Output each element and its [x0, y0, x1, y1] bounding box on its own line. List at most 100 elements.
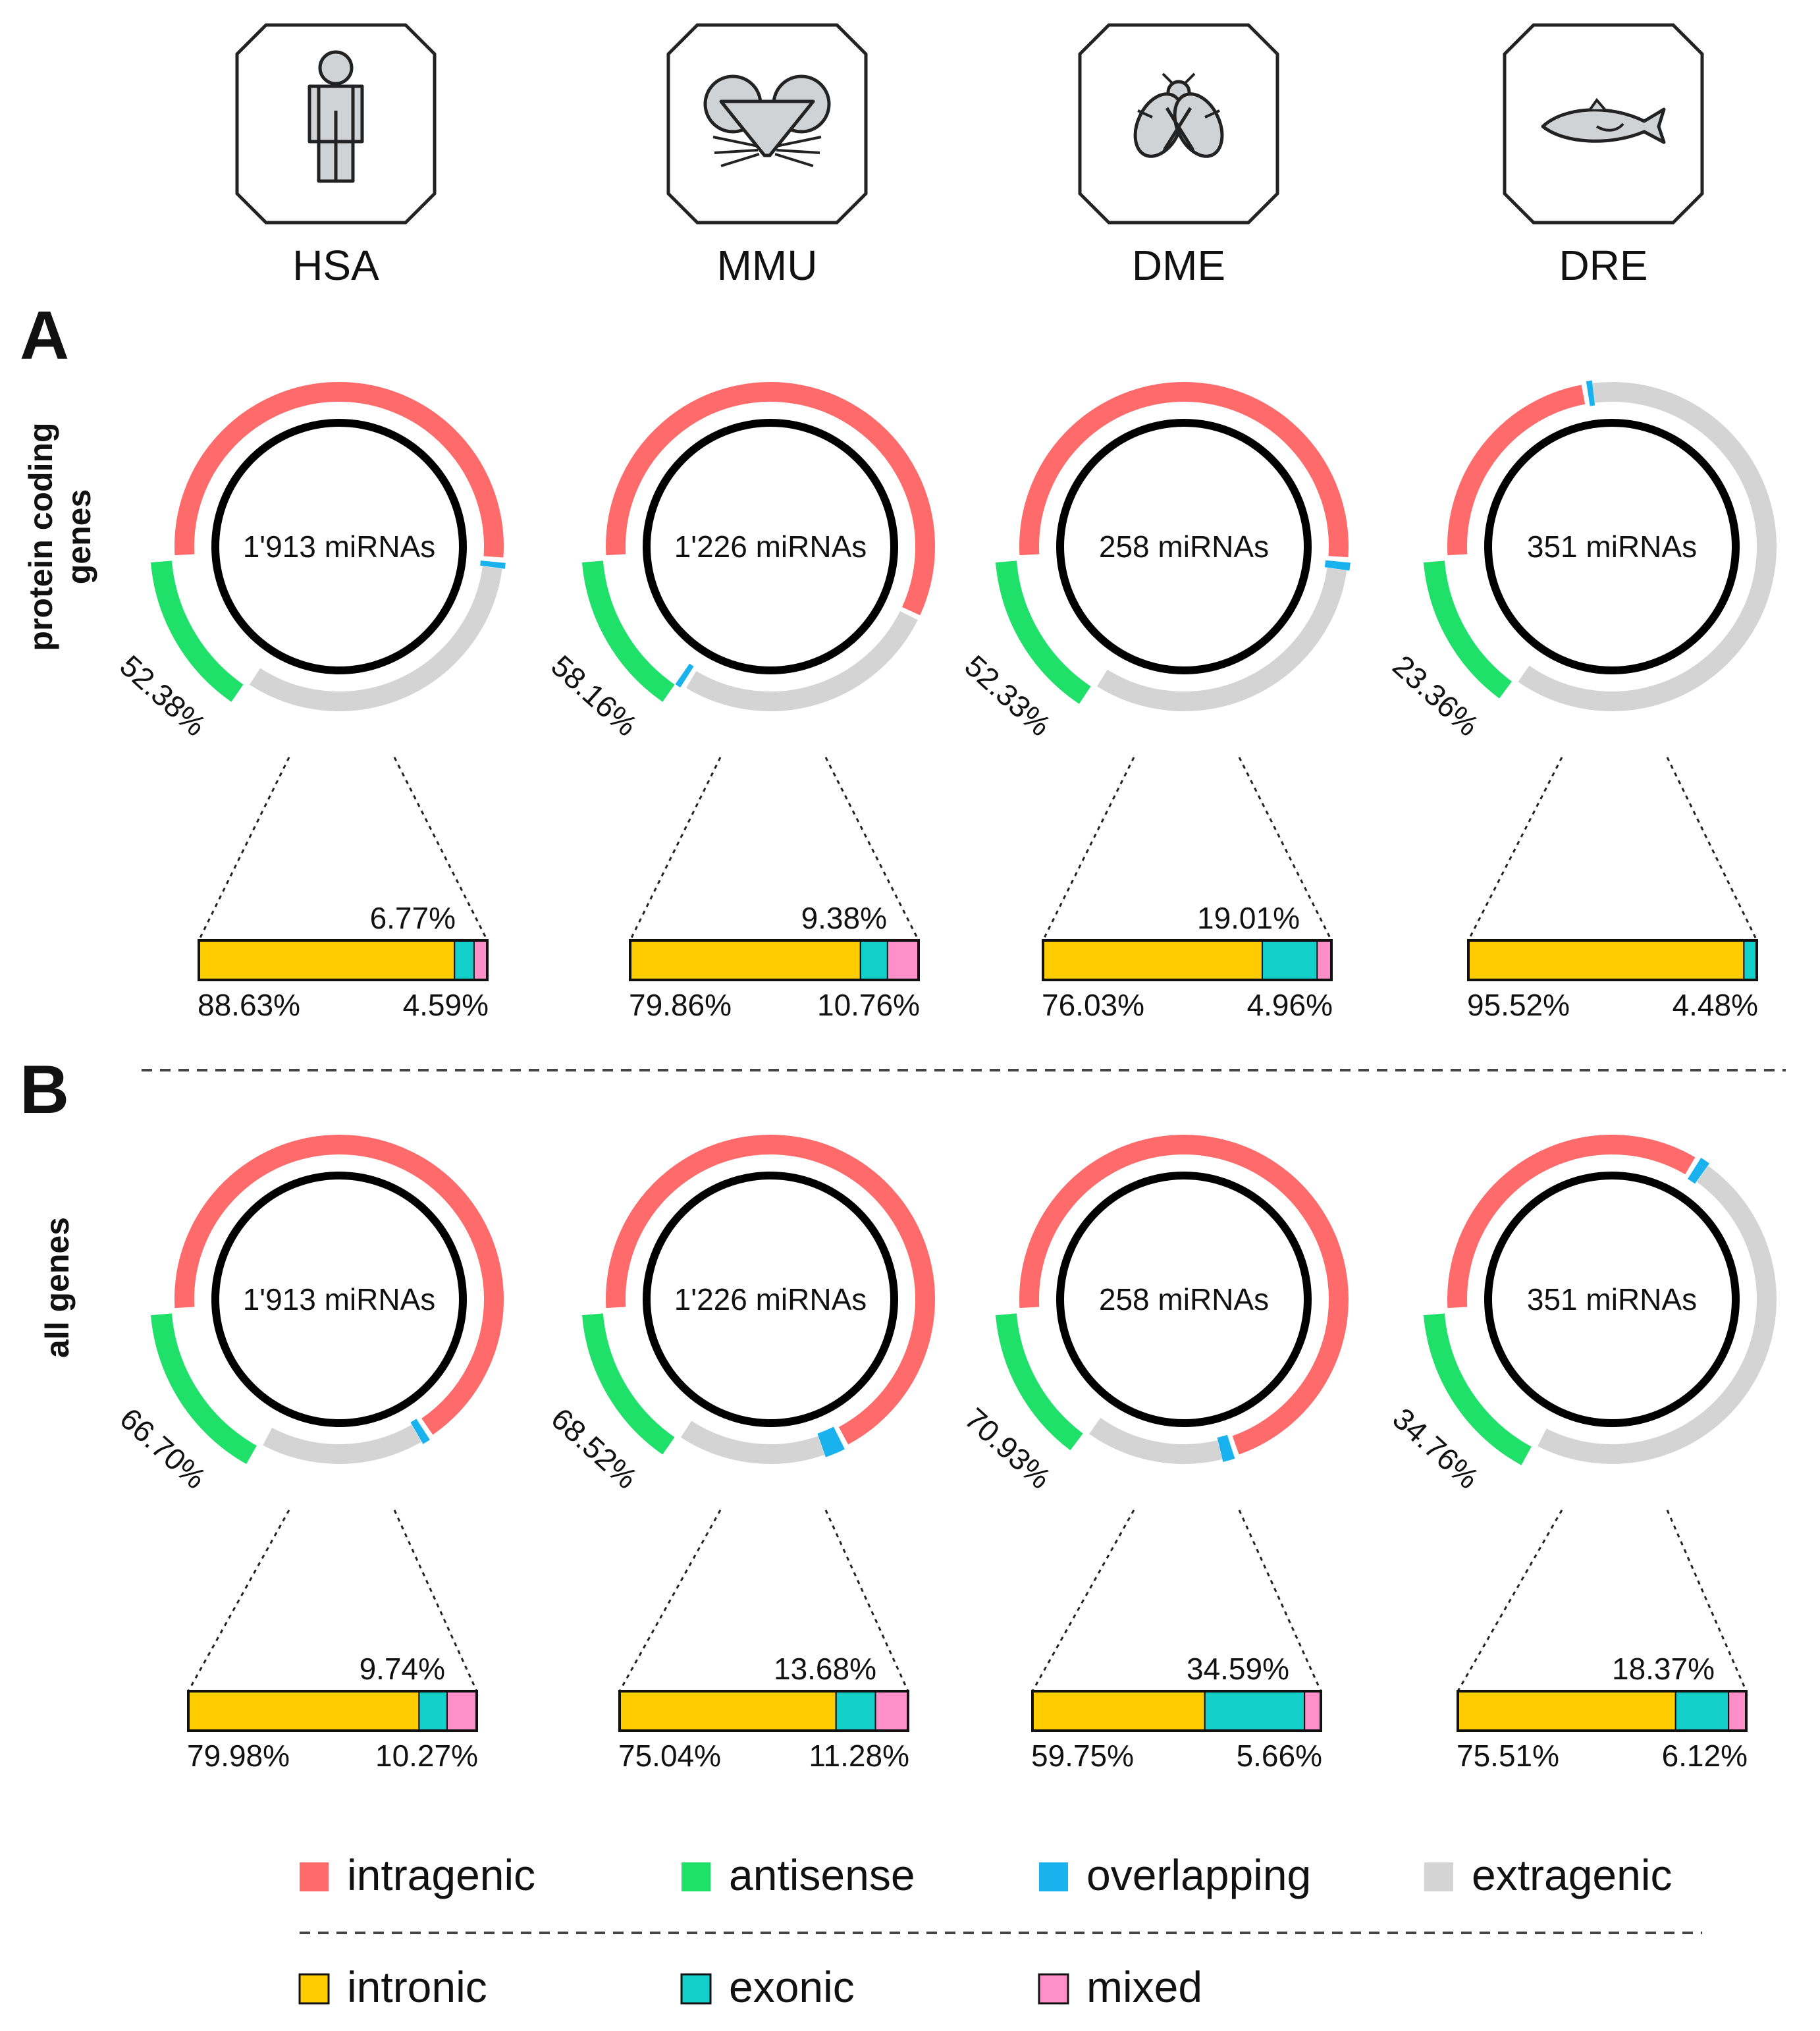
fish-icon	[1541, 97, 1666, 144]
donut-segment-antisense	[996, 1313, 1083, 1451]
bar-label-right: 5.66%	[1237, 1739, 1322, 1773]
bar-segment-intronic	[198, 940, 456, 981]
fly-icon	[1133, 72, 1224, 158]
donut-segment-intragenic	[1447, 1135, 1696, 1309]
breakdown-bar: 95.52% 4.48%	[1467, 939, 1758, 1022]
bar-segment-mixed	[446, 1691, 477, 1731]
donut-segment-extragenic	[1538, 1166, 1777, 1464]
bar-label-right: 10.27%	[375, 1739, 478, 1773]
bar-label-exonic: 9.38%	[801, 901, 887, 935]
zoom-line-right	[1666, 757, 1758, 941]
donut-inner-circle	[1056, 1172, 1312, 1427]
legend-label-overlapping: overlapping	[1086, 1851, 1311, 1899]
breakdown-bar: 79.98% 10.27% 9.74%	[187, 1652, 478, 1773]
donut-segment-intragenic	[1019, 1135, 1349, 1455]
bar-segment-mixed	[1728, 1691, 1747, 1731]
bar-label-right: 4.48%	[1673, 988, 1758, 1022]
legend-swatch-extragenic	[1424, 1862, 1453, 1891]
donut-segment-overlapping	[1217, 1434, 1235, 1462]
row-label-b: all genes	[39, 1217, 76, 1358]
bar-outline	[1457, 1690, 1748, 1732]
bar-segment-intronic	[188, 1691, 420, 1731]
donut-segment-overlapping	[675, 663, 694, 688]
bar-label-intronic: 79.98%	[187, 1739, 290, 1773]
zoom-line-left	[1457, 1509, 1563, 1692]
donut-segment-antisense	[151, 560, 244, 702]
legend: intragenic antisense overlapping extragenic…	[298, 1851, 1702, 2011]
zoom-line-right	[1666, 1509, 1748, 1692]
bar-segment-intronic	[1032, 1691, 1206, 1731]
donut-center-label: 258 miRNAs	[1099, 529, 1269, 564]
species-hsa: HSA	[235, 23, 437, 289]
bar-segment-mixed	[1304, 1691, 1322, 1731]
bar-outline	[187, 1690, 478, 1732]
bar-segment-exonic	[1204, 1691, 1306, 1731]
donut-segment-overlapping	[410, 1419, 430, 1444]
donut-center-label: 258 miRNAs	[1099, 1282, 1269, 1316]
donut-segment-overlapping	[1687, 1158, 1710, 1184]
donut-segment-antisense	[582, 560, 675, 702]
bar-segment-mixed	[886, 940, 920, 981]
bar-label-exonic: 13.68%	[774, 1652, 876, 1686]
donut-inner-circle	[211, 419, 467, 674]
breakdown-bar: 59.75% 5.66% 34.59%	[1031, 1652, 1322, 1773]
legend-swatch-overlapping	[1039, 1862, 1068, 1891]
donut-inner-circle	[211, 1172, 467, 1427]
donut-center-label: 1'226 miRNAs	[674, 529, 867, 564]
bar-segment-exonic	[454, 940, 475, 981]
zoom-line-left	[187, 1509, 290, 1692]
species-dre: DRE	[1503, 23, 1704, 289]
bar-label-exonic: 6.77%	[370, 901, 456, 935]
bar-label-exonic: 9.74%	[360, 1652, 445, 1686]
zoom-line-right	[824, 1509, 909, 1692]
row-label-line: protein coding	[22, 422, 59, 651]
donut-segment-extragenic	[1089, 1417, 1222, 1464]
row-label-a: protein coding genes	[22, 422, 97, 651]
donut-segment-antisense	[996, 560, 1091, 704]
bar-segment-exonic	[418, 1691, 448, 1731]
donut-inner-circle	[1484, 1172, 1740, 1427]
bar-segment-mixed	[874, 1691, 909, 1731]
species-label: DME	[1132, 242, 1225, 289]
bar-label-right: 4.59%	[403, 988, 489, 1022]
species-label: HSA	[292, 242, 379, 289]
legend-label-antisense: antisense	[729, 1851, 915, 1899]
bar-segment-intronic	[1468, 940, 1745, 981]
breakdown-bar: 79.86% 10.76% 9.38%	[629, 901, 920, 1022]
bar-label-right: 10.76%	[817, 988, 920, 1022]
donut-inner-circle	[1484, 419, 1740, 674]
bar-outline	[1042, 939, 1333, 981]
row-label-line: genes	[61, 489, 97, 585]
zoom-line-left	[1031, 1509, 1135, 1692]
zoom-line-left	[618, 1509, 722, 1692]
donut-segment-extragenic	[1518, 382, 1777, 711]
donut-center-label: 1'226 miRNAs	[674, 1282, 867, 1316]
legend-label-intragenic: intragenic	[347, 1851, 535, 1899]
bar-outline	[198, 939, 489, 981]
zoom-line-left	[629, 757, 722, 941]
bar-outline	[1031, 1690, 1322, 1732]
donut-segment-intragenic	[606, 1135, 935, 1445]
donut-segment-extragenic	[680, 1421, 825, 1464]
donut-segment-intragenic	[1019, 382, 1349, 558]
donut-segment-antisense	[1424, 1313, 1532, 1465]
breakdown-bar: 88.63% 4.59% 6.77%	[198, 901, 489, 1022]
donut-segment-extragenic	[249, 566, 502, 711]
donut-segment-intragenic	[174, 1135, 504, 1435]
species-label: MMU	[717, 242, 818, 289]
donut-inner-circle	[643, 1172, 898, 1427]
donut-segment-overlapping	[1586, 380, 1595, 406]
zoom-line-left	[1467, 757, 1563, 941]
bar-segment-exonic	[835, 1691, 876, 1731]
legend-swatch-intronic	[298, 1973, 330, 2005]
bar-segment-exonic	[1674, 1691, 1730, 1731]
donut-inner-circle	[643, 419, 898, 674]
bar-label-right: 4.96%	[1247, 988, 1333, 1022]
bar-segment-intronic	[619, 1691, 837, 1731]
donut-segment-extragenic	[1097, 568, 1347, 711]
bar-label-intronic: 79.86%	[629, 988, 732, 1022]
